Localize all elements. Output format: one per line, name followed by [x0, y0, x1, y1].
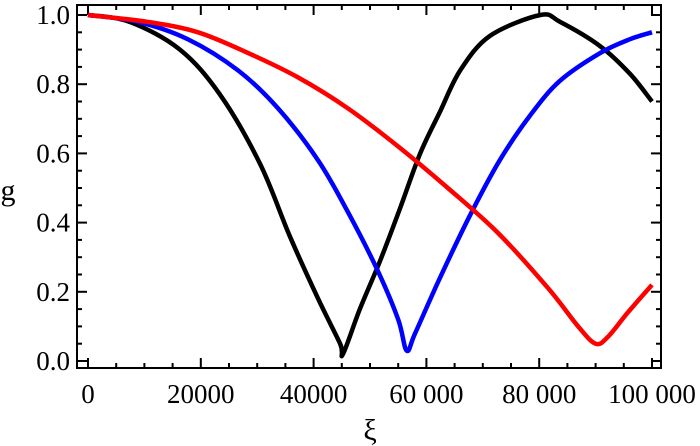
y-axis-label: g: [1, 174, 16, 207]
series-lines: [87, 12, 654, 359]
series-line-black: [87, 12, 654, 359]
y-tick-label: 0.8: [36, 69, 70, 99]
y-tick-label: 0.4: [36, 208, 70, 238]
x-tick-label: 40000: [280, 379, 348, 409]
y-tick-label: 1.0: [36, 0, 70, 30]
plot-frame: [76, 4, 662, 369]
x-axis-ticks: [87, 5, 653, 368]
x-tick-label: 0: [81, 379, 95, 409]
x-tick-label: 100 000: [608, 379, 696, 409]
y-tick-label: 0.6: [36, 138, 70, 168]
y-axis-tick-labels: 0.0 0.2 0.4 0.6 0.8 1.0: [36, 0, 70, 376]
x-tick-label: 60 000: [389, 379, 463, 409]
y-axis-ticks: [77, 14, 661, 362]
series-line-red: [87, 12, 654, 347]
x-axis-label: ξ: [363, 414, 376, 446]
x-tick-label: 80 000: [502, 379, 576, 409]
x-tick-label: 20000: [167, 379, 235, 409]
x-axis-tick-labels: 0 20000 40000 60 000 80 000 100 000: [81, 379, 696, 409]
series-line-blue: [87, 12, 653, 354]
y-tick-label: 0.2: [36, 277, 70, 307]
y-tick-label: 0.0: [36, 346, 70, 376]
